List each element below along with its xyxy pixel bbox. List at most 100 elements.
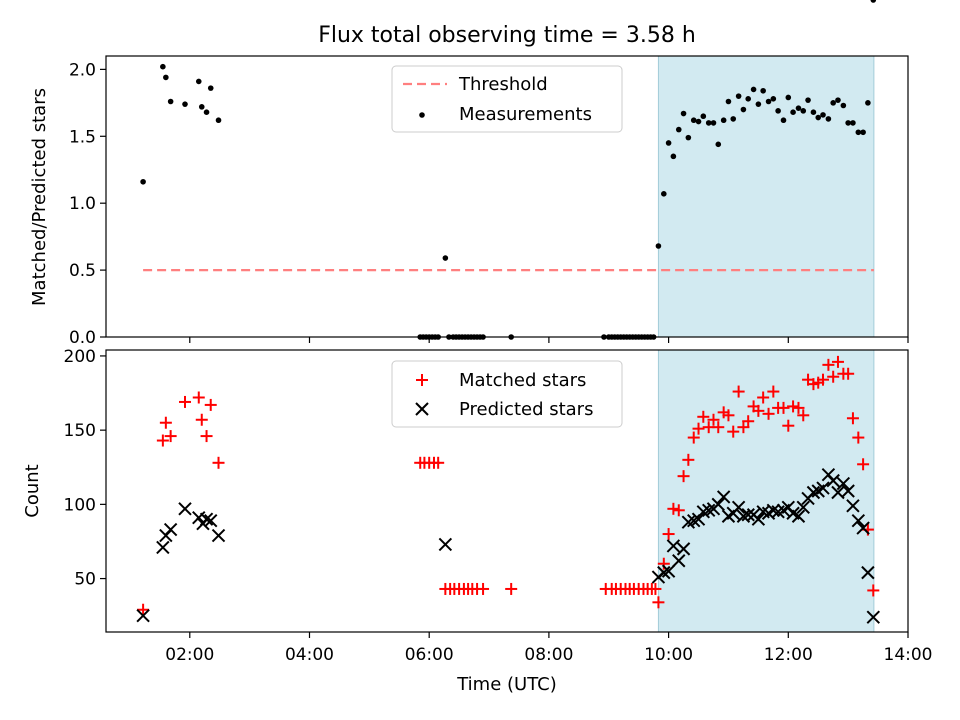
measurement-point xyxy=(815,114,822,121)
legend-threshold-label: Threshold xyxy=(458,74,548,95)
measurement-point xyxy=(163,74,169,81)
matched-star-point xyxy=(195,413,208,426)
ratio-y-label: Matched/Predicted stars xyxy=(29,88,50,306)
predicted-star-point xyxy=(866,610,880,624)
predicted-star-point xyxy=(791,509,806,523)
matched-star-point xyxy=(137,603,150,616)
matched-star-point xyxy=(200,430,213,443)
predicted-star-point-b xyxy=(851,513,866,528)
measurement-point xyxy=(865,100,871,106)
count-y-tick-label: 150 xyxy=(64,421,96,441)
legend-matched-swatch xyxy=(416,374,428,386)
measurement-point xyxy=(835,97,841,103)
measurement-point xyxy=(680,110,687,117)
measurement-point xyxy=(765,98,772,105)
matched-star-point xyxy=(782,419,795,432)
matched-star-point xyxy=(867,584,880,597)
measurement-point xyxy=(720,117,727,124)
predicted-star-point xyxy=(751,512,766,526)
count-y-tick-label: 200 xyxy=(64,347,96,367)
measurement-point xyxy=(670,153,677,160)
matched-star-point xyxy=(677,470,690,483)
matched-star-point xyxy=(649,582,662,595)
matched-star-point xyxy=(667,502,680,515)
matched-star-point xyxy=(817,373,830,386)
measurement-point xyxy=(870,0,877,3)
matched-star-point xyxy=(682,453,695,466)
predicted-star-point-b xyxy=(796,500,810,515)
measurement-point xyxy=(845,120,851,126)
predicted-star-point xyxy=(438,537,453,552)
measurement-point xyxy=(825,116,832,122)
predicted-star-point-b xyxy=(163,522,178,537)
predicted-star-point xyxy=(806,485,821,500)
predicted-star-point-b xyxy=(676,542,691,556)
predicted-star-point xyxy=(136,608,150,623)
count-legend-box xyxy=(391,360,623,428)
predicted-star-point xyxy=(796,500,810,515)
predicted-star-point xyxy=(701,503,716,518)
matched-star-point xyxy=(204,398,217,411)
measurement-point xyxy=(442,255,449,261)
predicted-star-point-b xyxy=(666,539,681,553)
measurement-point xyxy=(685,134,692,141)
measurement-point xyxy=(705,120,712,126)
measurement-point xyxy=(207,85,214,91)
predicted-star-point-b xyxy=(826,473,840,488)
predicted-star-point-b xyxy=(751,512,766,526)
matched-star-point xyxy=(652,596,665,609)
matched-star-point xyxy=(212,456,225,469)
measurement-point xyxy=(775,108,781,114)
count-legend: Matched stars Predicted stars xyxy=(391,360,623,428)
measurement-point xyxy=(785,94,792,101)
ratio-panel: 0.00.51.01.52.0 Matched/Predicted stars … xyxy=(29,0,909,348)
count-axes-frame xyxy=(105,349,909,633)
matched-star-point xyxy=(432,456,445,469)
measurement-point xyxy=(780,117,787,124)
count-y-label: Count xyxy=(22,464,43,517)
predicted-star-point xyxy=(199,512,214,526)
predicted-star-point xyxy=(766,503,781,518)
predicted-star-point-b xyxy=(846,499,860,513)
predicted-star-point-b xyxy=(672,554,686,568)
measurement-point xyxy=(735,93,742,99)
legend-measurements-label: Measurements xyxy=(459,104,592,125)
matched-star-point xyxy=(156,434,169,447)
predicted-star-point-b xyxy=(786,506,800,520)
matched-star-point xyxy=(831,355,844,368)
measurement-point xyxy=(675,126,682,133)
measurement-point xyxy=(790,109,796,115)
predicted-star-point xyxy=(657,565,671,580)
predicted-star-point xyxy=(156,540,170,555)
matched-star-point xyxy=(827,370,840,383)
predicted-star-point-b xyxy=(661,564,676,578)
predicted-star-point xyxy=(861,565,875,580)
figure-title: Flux total observing time = 3.58 h xyxy=(318,23,696,48)
matched-stars-points xyxy=(137,355,880,616)
matched-star-point xyxy=(722,409,735,422)
matched-star-point xyxy=(792,401,805,414)
matched-star-point xyxy=(727,425,740,438)
measurement-point xyxy=(855,129,862,136)
predicted-star-point xyxy=(731,500,746,515)
matched-star-point xyxy=(732,385,745,398)
measurement-point xyxy=(195,78,202,85)
measurement-point xyxy=(805,97,811,103)
predicted-star-point xyxy=(836,476,851,491)
count-y-axis: 50 100 150 200 xyxy=(64,347,106,590)
predicted-star-point-b xyxy=(831,485,845,500)
predicted-star-point-b xyxy=(741,508,755,522)
predicted-star-point-b xyxy=(156,540,170,555)
predicted-star-point-b xyxy=(756,505,770,519)
predicted-star-point-b xyxy=(716,490,731,504)
matched-star-point xyxy=(842,367,855,380)
measurement-point xyxy=(730,116,737,122)
count-x-tick-label: 10:00 xyxy=(644,645,693,665)
measurement-point xyxy=(695,118,702,125)
predicted-star-point-b xyxy=(736,509,751,523)
predicted-star-point xyxy=(846,499,860,513)
matched-star-point xyxy=(159,416,172,429)
predicted-star-point-b xyxy=(731,500,746,515)
matched-star-point xyxy=(797,409,810,422)
ratio-y-tick-label: 0.0 xyxy=(69,328,96,348)
